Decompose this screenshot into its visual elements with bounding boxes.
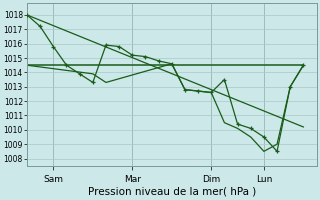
X-axis label: Pression niveau de la mer( hPa ): Pression niveau de la mer( hPa ) [88, 187, 256, 197]
